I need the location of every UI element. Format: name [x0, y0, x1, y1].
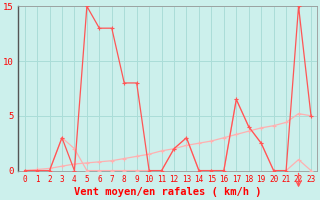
X-axis label: Vent moyen/en rafales ( km/h ): Vent moyen/en rafales ( km/h ) [74, 187, 261, 197]
